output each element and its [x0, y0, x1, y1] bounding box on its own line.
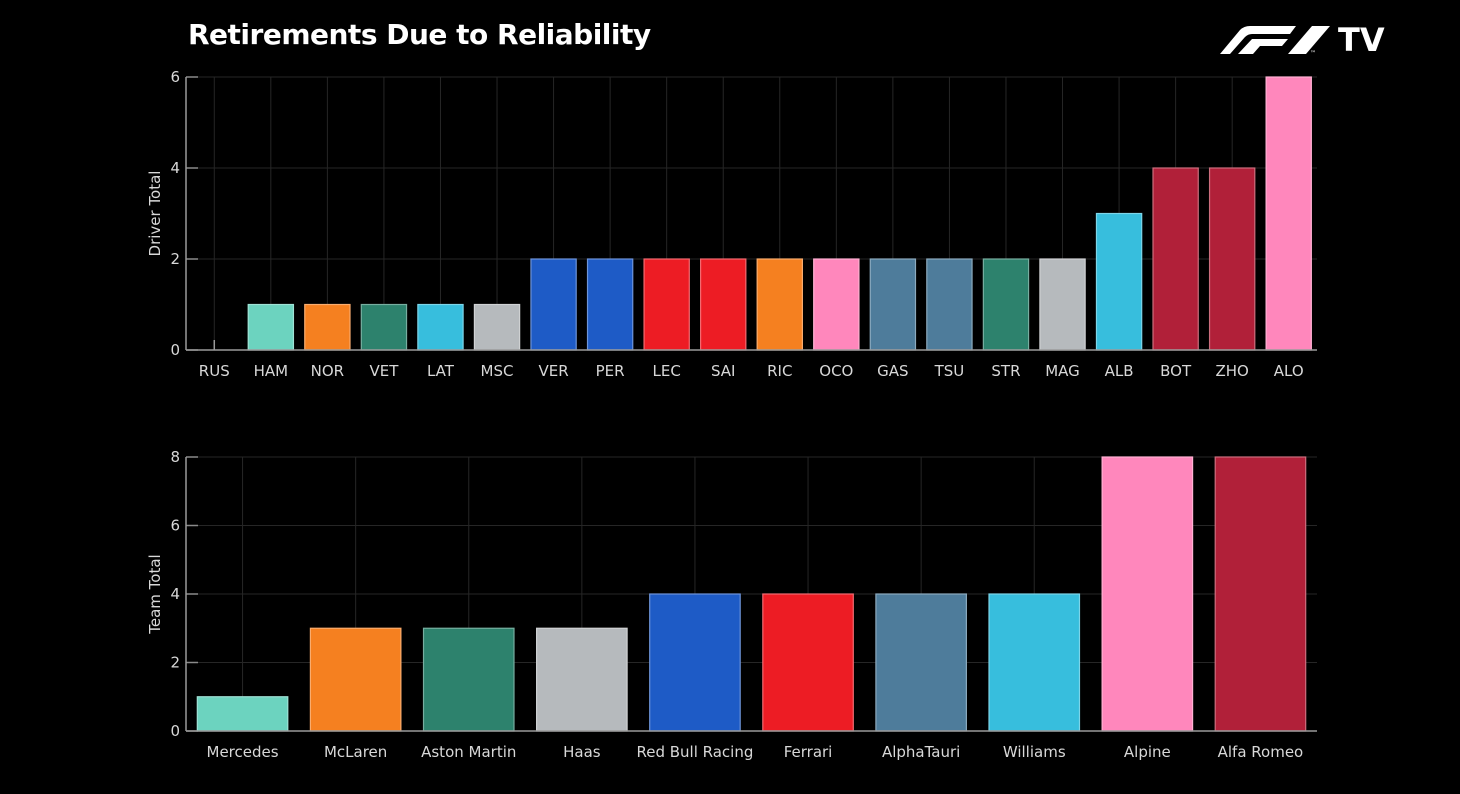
- y-tick-label: 2: [170, 250, 180, 268]
- bar: [762, 593, 854, 732]
- x-tick-label: McLaren: [324, 743, 387, 761]
- x-tick-label: LAT: [427, 362, 455, 380]
- y-tick-label: 2: [170, 654, 180, 672]
- bar: [1152, 167, 1199, 351]
- x-tick-label: PER: [596, 362, 625, 380]
- bar: [1095, 212, 1143, 351]
- bar: [1214, 456, 1307, 732]
- bar: [869, 258, 917, 351]
- y-tick-label: 6: [170, 517, 180, 535]
- x-tick-label: Mercedes: [207, 743, 279, 761]
- x-tick-label: GAS: [877, 362, 908, 380]
- y-axis-title: Driver Total: [146, 171, 164, 257]
- y-axis-title: Team Total: [146, 554, 164, 634]
- x-tick-label: OCO: [819, 362, 853, 380]
- bar: [926, 258, 973, 351]
- bar: [982, 258, 1030, 351]
- y-tick-label: 4: [170, 585, 180, 603]
- bar: [422, 627, 515, 732]
- bar: [417, 303, 464, 351]
- y-tick-label: 8: [170, 448, 180, 466]
- trademark-symbol: ™: [1310, 50, 1316, 56]
- x-tick-label: Aston Martin: [421, 743, 516, 761]
- bar: [649, 593, 741, 732]
- x-tick-label: MAG: [1045, 362, 1080, 380]
- bar: [988, 593, 1081, 732]
- bar: [536, 627, 628, 732]
- x-tick-label: RIC: [767, 362, 792, 380]
- logo-tv-text: TV: [1338, 21, 1385, 56]
- x-tick-label: NOR: [311, 362, 344, 380]
- x-tick-label: ALB: [1105, 362, 1134, 380]
- x-tick-label: RUS: [199, 362, 230, 380]
- x-tick-label: VET: [369, 362, 399, 380]
- x-tick-label: BOT: [1160, 362, 1192, 380]
- bar: [530, 258, 577, 351]
- x-tick-label: ZHO: [1215, 362, 1248, 380]
- bar: [1265, 76, 1312, 351]
- x-tick-label: LEC: [653, 362, 681, 380]
- x-tick-label: Haas: [563, 743, 601, 761]
- chart-title: Retirements Due to Reliability: [188, 18, 651, 51]
- bar: [586, 258, 634, 351]
- bar: [875, 593, 967, 732]
- y-tick-label: 4: [170, 159, 180, 177]
- x-tick-label: ALO: [1274, 362, 1304, 380]
- bar: [247, 303, 295, 351]
- driver-total-chart: 0 2 4 6 RUS HAM NOR VET LAT MSC VER PER LEC SAI RIC OCO…: [146, 68, 1317, 380]
- x-tick-label: SAI: [711, 362, 736, 380]
- bar: [1039, 258, 1086, 351]
- y-tick-label: 0: [170, 341, 180, 359]
- x-tick-label: HAM: [254, 362, 288, 380]
- bar: [700, 258, 747, 351]
- x-tick-label: TSU: [934, 362, 965, 380]
- x-tick-label: Williams: [1003, 743, 1066, 761]
- y-tick-label: 6: [170, 68, 180, 86]
- bar: [309, 627, 402, 732]
- bar: [196, 696, 289, 732]
- x-tick-label: Red Bull Racing: [636, 743, 753, 761]
- x-tick-label: Alpine: [1124, 743, 1171, 761]
- bar: [643, 258, 690, 351]
- f1-tv-logo: ™ TV: [1220, 21, 1385, 56]
- x-tick-label: MSC: [481, 362, 514, 380]
- x-tick-label: Alfa Romeo: [1218, 743, 1304, 761]
- f1-logo-icon: [1220, 26, 1330, 54]
- x-tick-label: STR: [991, 362, 1020, 380]
- bar: [304, 303, 351, 351]
- y-tick-label: 0: [170, 722, 180, 740]
- bar: [813, 258, 860, 351]
- x-tick-label: Ferrari: [784, 743, 833, 761]
- x-tick-label: AlphaTauri: [882, 743, 960, 761]
- x-tick-label: VER: [538, 362, 568, 380]
- bar: [756, 258, 803, 351]
- bar: [1101, 456, 1194, 732]
